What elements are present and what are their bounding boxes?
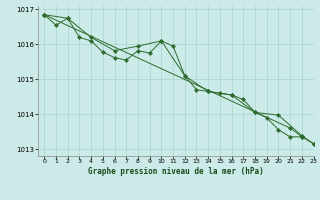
X-axis label: Graphe pression niveau de la mer (hPa): Graphe pression niveau de la mer (hPa) (88, 167, 264, 176)
